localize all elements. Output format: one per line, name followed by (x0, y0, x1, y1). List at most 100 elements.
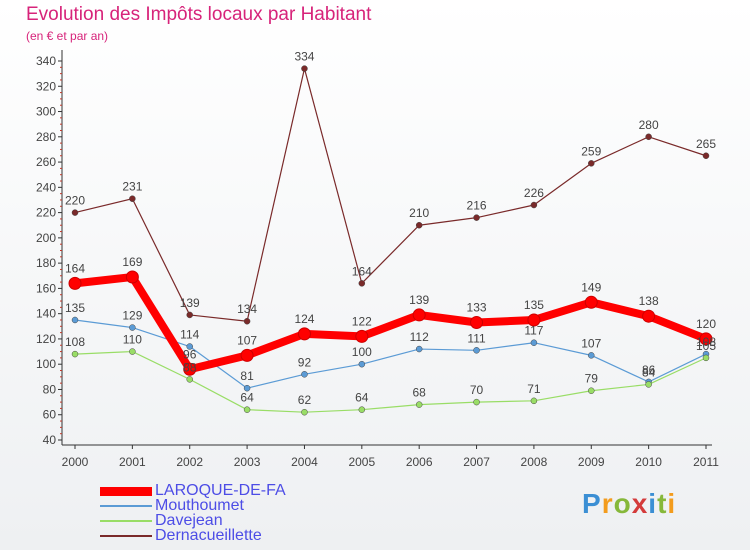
data-point (243, 317, 251, 325)
data-label: 220 (65, 194, 85, 208)
data-point (243, 406, 251, 413)
x-tick-label: 2000 (62, 455, 89, 469)
y-tick-label: 40 (43, 433, 57, 447)
data-point (645, 381, 652, 388)
y-tick-label: 120 (36, 332, 56, 346)
x-tick-label: 2003 (234, 455, 261, 469)
data-label: 100 (352, 345, 372, 359)
y-tick-label: 180 (36, 256, 56, 270)
x-tick-label: 2006 (406, 455, 433, 469)
series-line (74, 350, 707, 413)
data-point (71, 316, 79, 324)
data-label: 164 (352, 264, 372, 278)
data-label: 124 (294, 312, 314, 326)
data-label: 138 (639, 294, 659, 308)
data-point (125, 270, 139, 284)
data-point (473, 398, 480, 406)
x-tick-label: 2004 (291, 455, 318, 469)
data-label: 79 (585, 372, 599, 386)
data-point (71, 350, 79, 358)
data-label: 110 (123, 333, 142, 347)
data-point (358, 406, 366, 413)
data-label: 210 (409, 206, 429, 220)
data-point (129, 348, 136, 355)
data-point (243, 384, 251, 392)
data-label: 62 (298, 393, 312, 407)
data-point (702, 354, 710, 362)
data-label: 135 (524, 298, 544, 312)
data-point (412, 308, 426, 322)
data-point (415, 221, 423, 229)
proxiti-logo: Proxiti (582, 488, 676, 520)
data-label: 114 (180, 328, 199, 342)
data-label: 120 (696, 317, 716, 331)
data-label: 122 (352, 314, 372, 328)
data-point (183, 362, 197, 376)
y-tick-label: 140 (36, 307, 56, 321)
data-point (588, 387, 595, 394)
data-point (301, 65, 308, 72)
data-point (473, 214, 480, 221)
data-label: 139 (409, 293, 429, 307)
data-point (129, 195, 136, 202)
logo-letter: i (667, 488, 677, 519)
data-point (527, 313, 541, 327)
y-tick-label: 240 (36, 180, 56, 194)
data-label: 107 (237, 333, 257, 347)
y-tick-label: 200 (36, 231, 56, 245)
data-point (240, 348, 254, 362)
data-label: 135 (65, 301, 85, 315)
x-tick-label: 2009 (578, 455, 605, 469)
data-point (415, 401, 423, 408)
x-tick-label: 2001 (119, 455, 146, 469)
legend-label: Mouthoumet (155, 497, 244, 514)
series-line (74, 67, 707, 322)
data-point (301, 408, 308, 416)
data-point (415, 345, 423, 353)
logo-letter: o (613, 488, 632, 519)
data-point (473, 347, 480, 354)
data-point (358, 280, 366, 287)
x-tick-label: 2011 (693, 455, 719, 469)
y-tick-label: 280 (36, 130, 56, 144)
y-tick-label: 80 (43, 382, 57, 396)
data-label: 216 (467, 199, 487, 213)
data-point (68, 276, 82, 290)
data-label: 129 (122, 309, 142, 323)
data-point (642, 309, 656, 323)
data-label: 112 (410, 330, 429, 344)
data-label: 70 (470, 383, 484, 397)
logo-letter: t (657, 488, 668, 519)
data-label: 226 (524, 186, 544, 200)
y-tick-label: 340 (36, 54, 56, 68)
data-point (358, 360, 366, 368)
data-label: 334 (294, 50, 314, 64)
legend-label: LAROQUE-DE-FA (155, 482, 286, 499)
data-point (588, 160, 595, 167)
data-label: 149 (581, 280, 601, 294)
data-point (530, 339, 538, 346)
data-point (699, 332, 713, 346)
y-tick-label: 260 (36, 155, 56, 169)
data-point (186, 376, 193, 383)
data-label: 88 (183, 360, 197, 374)
data-point (186, 343, 193, 350)
y-tick-label: 300 (36, 105, 56, 119)
y-tick-label: 160 (36, 281, 56, 295)
data-label: 71 (527, 382, 541, 396)
legend-swatch (100, 505, 152, 507)
legend-swatch (100, 486, 152, 496)
data-label: 164 (65, 261, 85, 275)
chart-title: Evolution des Impôts locaux par Habitant (26, 4, 372, 25)
data-label: 96 (183, 347, 197, 361)
data-label: 139 (180, 296, 200, 310)
x-tick-label: 2007 (463, 455, 490, 469)
y-tick-label: 60 (43, 408, 57, 422)
data-label: 280 (639, 118, 659, 132)
legend-label: Dernacueillette (155, 527, 262, 544)
data-label: 265 (696, 137, 716, 151)
data-label: 108 (65, 335, 85, 349)
y-tick-label: 320 (36, 79, 56, 93)
